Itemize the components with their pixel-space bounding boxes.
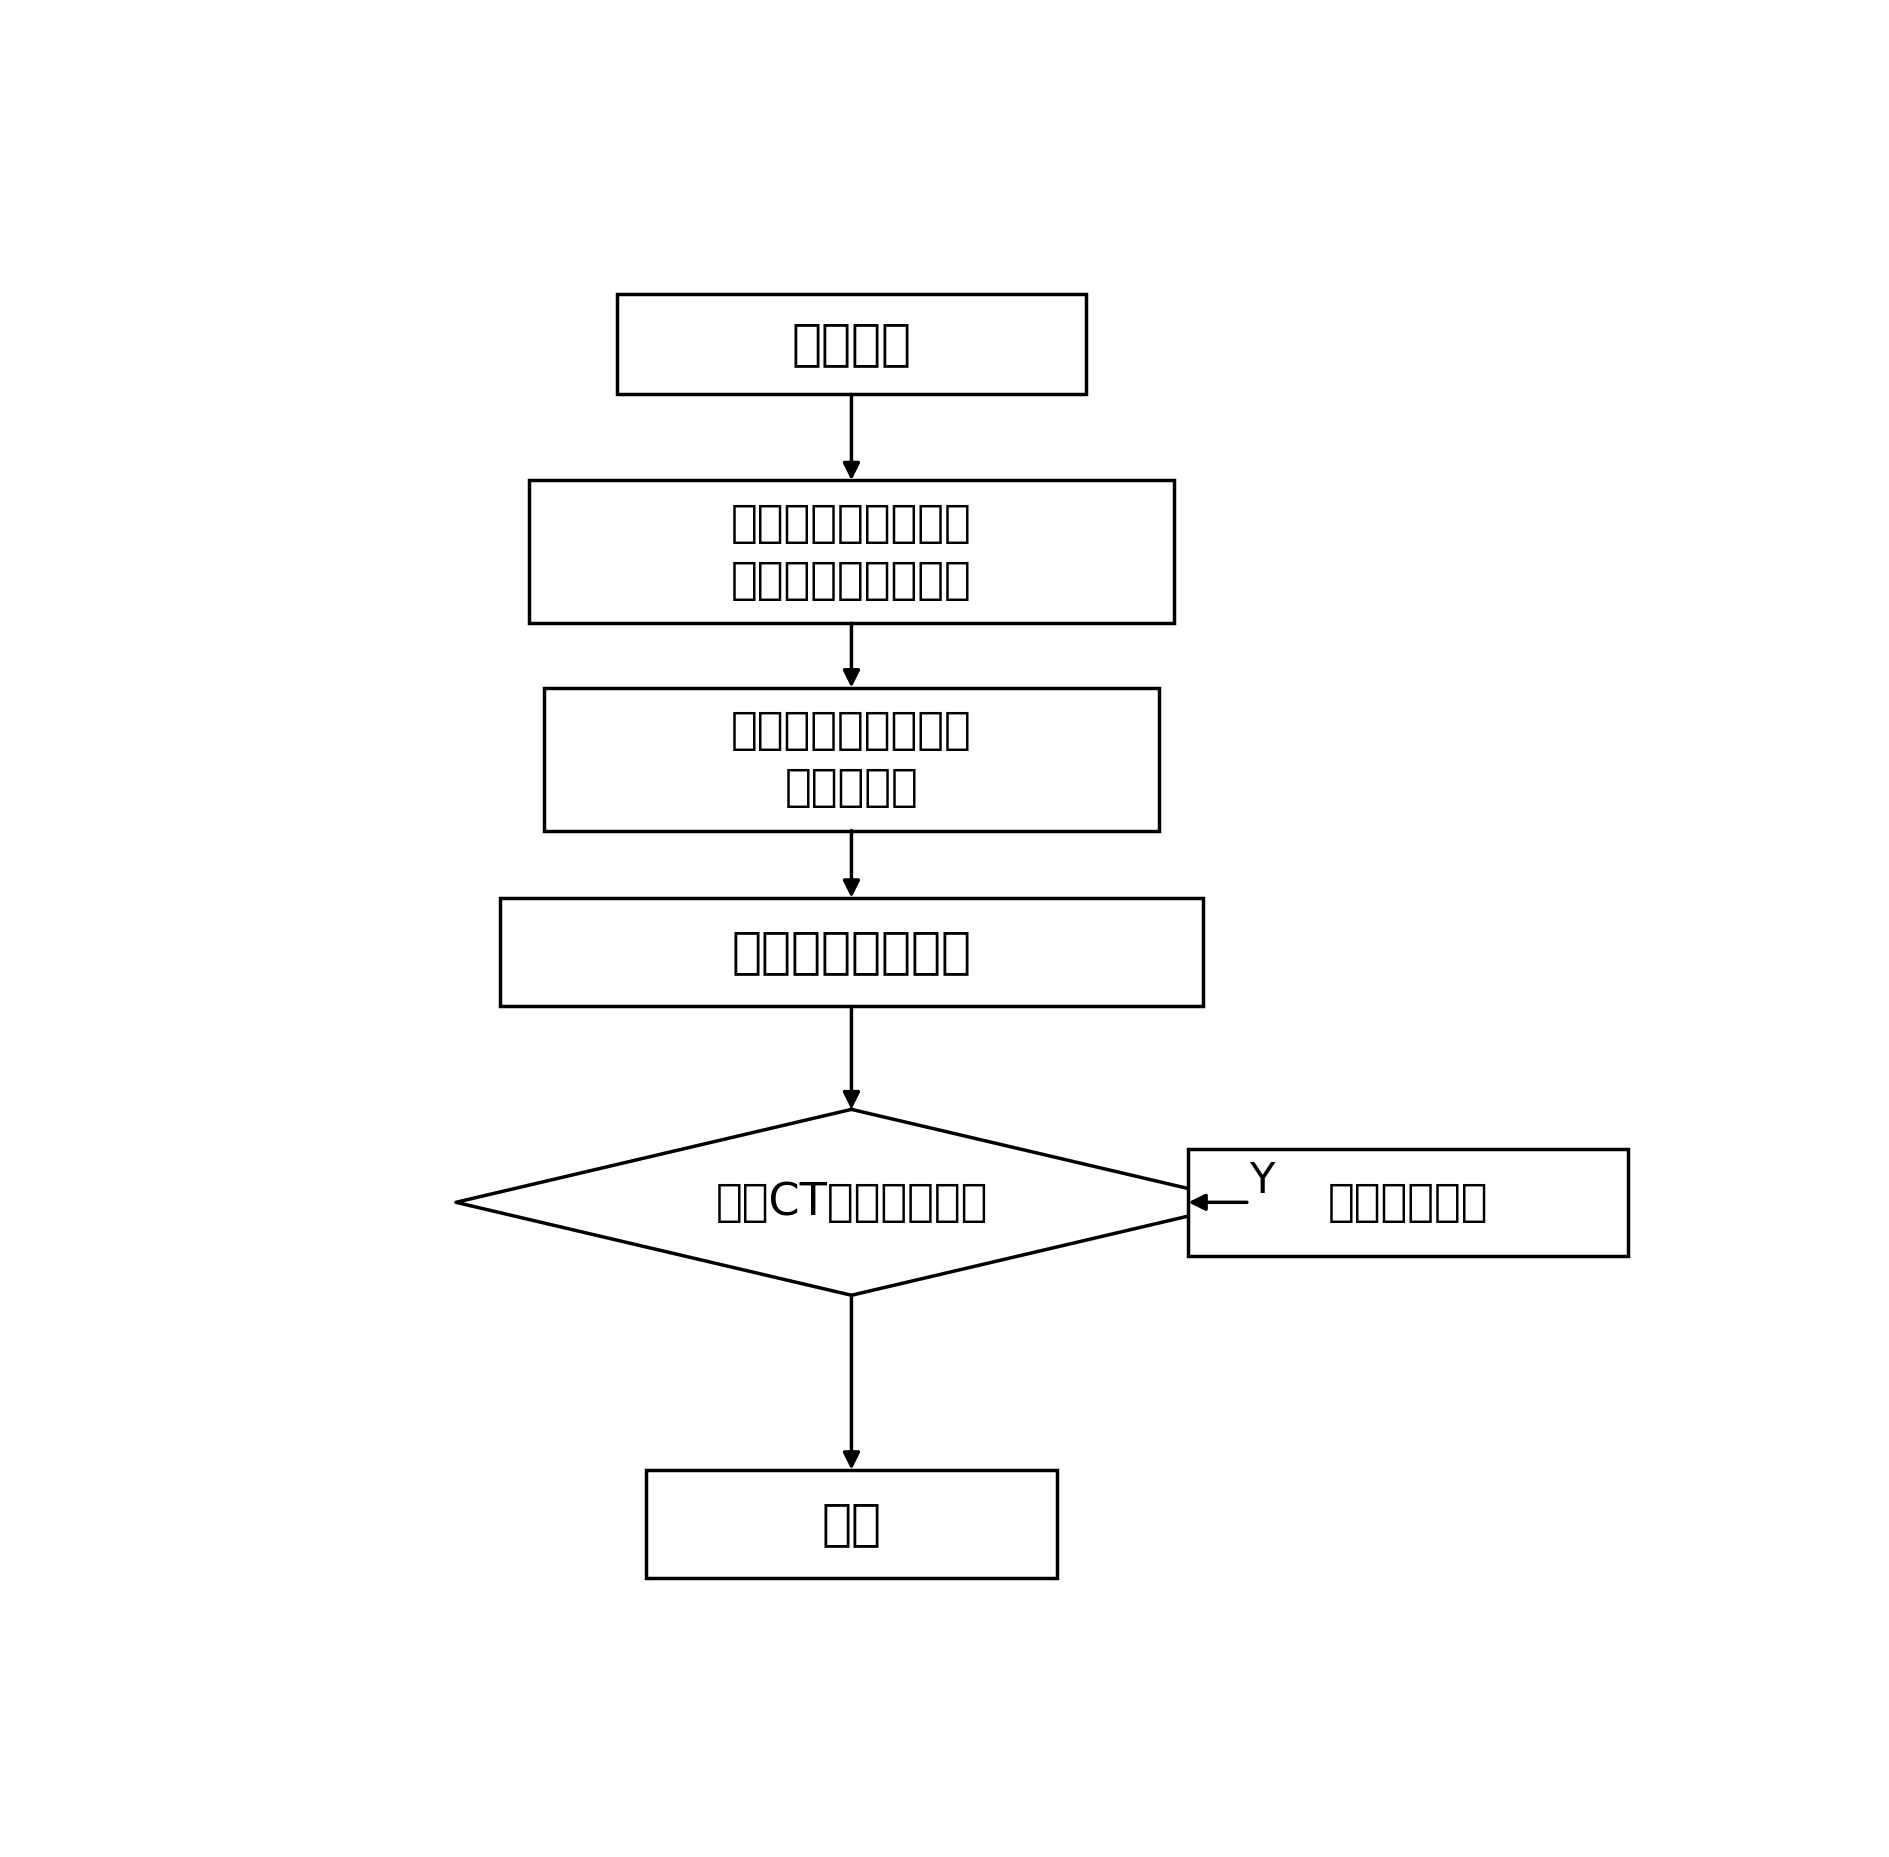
Text: 闭锁母线保护: 闭锁母线保护 <box>1328 1181 1487 1224</box>
Text: 数据采集: 数据采集 <box>791 321 910 368</box>
Bar <box>544 687 1158 830</box>
Bar <box>616 293 1084 394</box>
Text: Y: Y <box>1249 1161 1273 1201</box>
Text: 计算各单元每相电流
变化量级其零序电流: 计算各单元每相电流 变化量级其零序电流 <box>731 501 971 602</box>
Text: 计算差流及制动电流
及其变化量: 计算差流及制动电流 及其变化量 <box>731 709 971 810</box>
Text: 返回: 返回 <box>822 1500 880 1549</box>
Polygon shape <box>455 1109 1247 1296</box>
Bar <box>1188 1149 1626 1255</box>
Bar <box>499 899 1201 1006</box>
Bar <box>529 481 1173 624</box>
Text: 快速CT断线逻辑判断: 快速CT断线逻辑判断 <box>714 1181 988 1224</box>
Text: 电流变化量的统计: 电流变化量的统计 <box>731 928 971 977</box>
Bar <box>646 1471 1056 1578</box>
